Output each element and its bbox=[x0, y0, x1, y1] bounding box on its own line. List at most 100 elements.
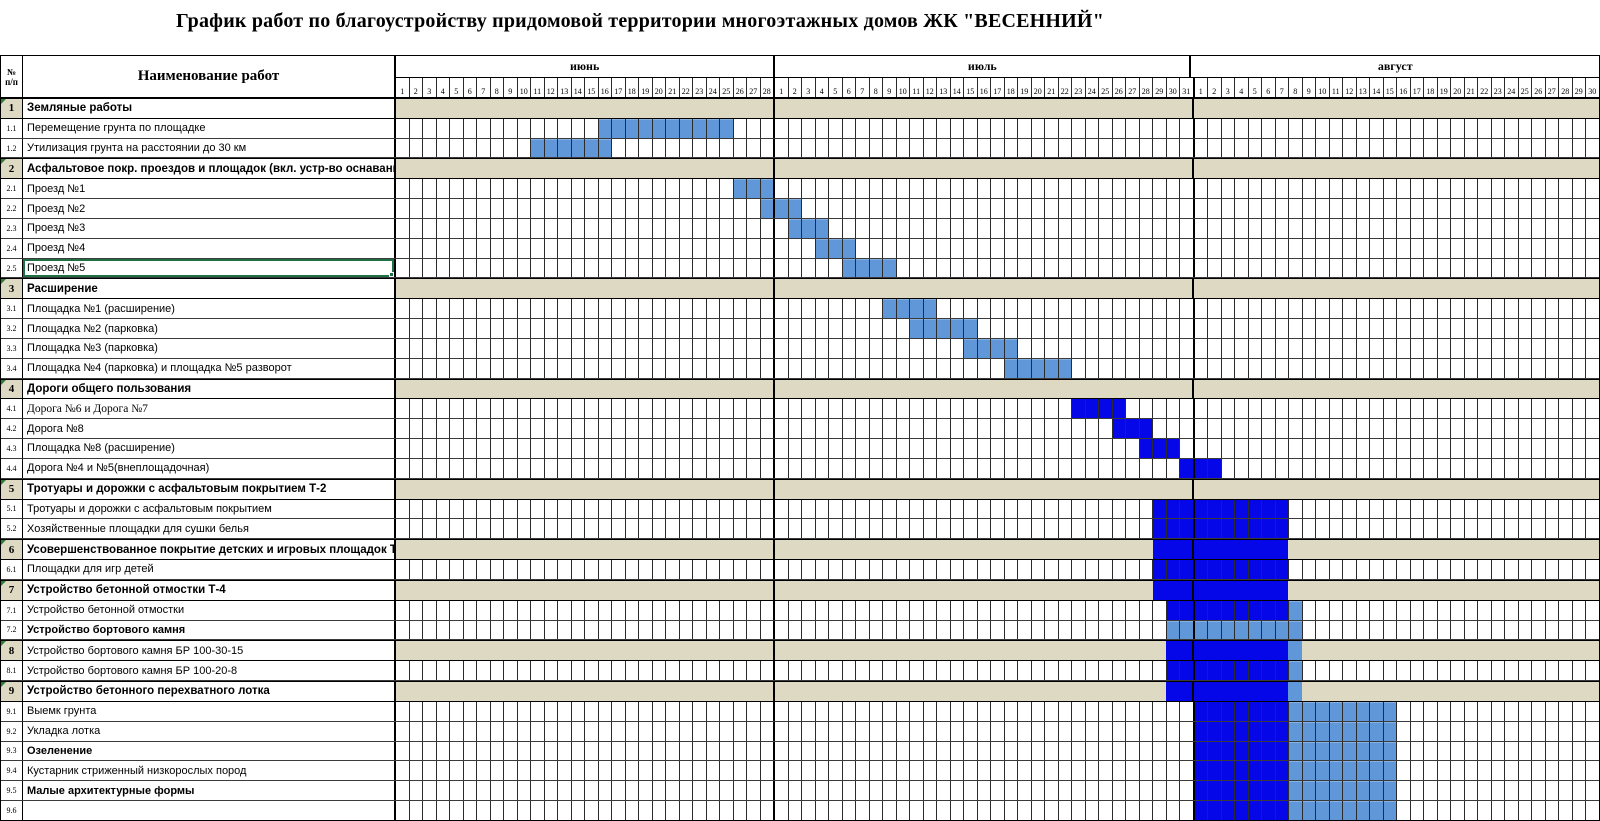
day-cell[interactable] bbox=[1546, 781, 1559, 800]
day-cell[interactable] bbox=[870, 399, 883, 419]
day-cell[interactable] bbox=[883, 118, 897, 138]
day-cell[interactable] bbox=[1519, 560, 1532, 579]
day-cell[interactable] bbox=[1140, 138, 1153, 158]
day-cell[interactable] bbox=[1465, 419, 1478, 439]
day-cell[interactable] bbox=[1384, 620, 1397, 640]
day-cell[interactable] bbox=[572, 600, 585, 620]
day-cell[interactable] bbox=[1099, 419, 1113, 439]
day-header-cell[interactable]: 20 bbox=[1032, 78, 1045, 97]
day-cell[interactable] bbox=[816, 499, 829, 519]
day-cell[interactable] bbox=[1099, 118, 1113, 138]
day-cell[interactable] bbox=[1424, 620, 1438, 640]
day-cell[interactable] bbox=[978, 661, 991, 681]
day-cell[interactable] bbox=[761, 661, 775, 681]
day-cell[interactable] bbox=[1586, 742, 1599, 761]
day-cell[interactable] bbox=[464, 199, 477, 218]
day-cell[interactable] bbox=[1195, 358, 1208, 378]
day-cell[interactable] bbox=[1140, 761, 1153, 781]
day-cell[interactable] bbox=[843, 761, 856, 781]
day-cell[interactable] bbox=[1451, 761, 1465, 781]
day-cell[interactable] bbox=[558, 661, 572, 681]
day-cell[interactable] bbox=[924, 800, 937, 820]
day-cell[interactable] bbox=[1465, 358, 1478, 378]
day-cell[interactable] bbox=[1573, 661, 1586, 681]
day-cell[interactable] bbox=[775, 218, 789, 238]
day-cell[interactable] bbox=[423, 338, 437, 358]
day-cell[interactable] bbox=[1045, 319, 1059, 338]
day-cell[interactable] bbox=[978, 600, 991, 620]
day-cell[interactable] bbox=[1032, 338, 1045, 358]
day-cell[interactable] bbox=[464, 118, 477, 138]
day-cell[interactable] bbox=[693, 519, 707, 539]
day-cell[interactable] bbox=[1086, 238, 1099, 258]
day-cell[interactable] bbox=[829, 560, 843, 579]
day-cell[interactable] bbox=[1559, 358, 1573, 378]
day-cell[interactable] bbox=[924, 199, 937, 218]
day-cell[interactable] bbox=[883, 519, 897, 539]
day-cell[interactable] bbox=[1559, 761, 1573, 781]
day-cell[interactable] bbox=[991, 319, 1005, 338]
day-cell[interactable] bbox=[423, 741, 437, 761]
day-cell[interactable] bbox=[410, 458, 423, 478]
day-cell[interactable] bbox=[1492, 238, 1505, 258]
day-cell[interactable] bbox=[964, 701, 978, 721]
day-cell[interactable] bbox=[423, 701, 437, 721]
day-cell[interactable] bbox=[1113, 199, 1126, 218]
day-header-cell[interactable]: 29 bbox=[1153, 78, 1167, 97]
day-cell[interactable] bbox=[720, 419, 734, 439]
day-cell[interactable] bbox=[802, 519, 816, 539]
day-cell[interactable] bbox=[1559, 439, 1573, 458]
day-cell[interactable] bbox=[653, 721, 666, 741]
day-cell[interactable] bbox=[1316, 701, 1330, 721]
day-cell[interactable] bbox=[1492, 781, 1505, 800]
day-header-cell[interactable]: 9 bbox=[883, 78, 897, 97]
section-name-cell[interactable]: Устройство бетонного перехватного лотка bbox=[23, 682, 396, 701]
day-header-cell[interactable]: 5 bbox=[450, 78, 464, 97]
day-cell[interactable] bbox=[612, 118, 626, 138]
day-cell[interactable] bbox=[653, 419, 666, 439]
day-cell[interactable] bbox=[1424, 199, 1438, 218]
day-cell[interactable] bbox=[423, 299, 437, 319]
day-cell[interactable] bbox=[558, 499, 572, 519]
day-cell[interactable] bbox=[843, 299, 856, 319]
day-cell[interactable] bbox=[734, 741, 747, 761]
day-cell[interactable] bbox=[1086, 338, 1099, 358]
day-cell[interactable] bbox=[1424, 600, 1438, 620]
day-cell[interactable] bbox=[910, 519, 924, 539]
day-header-cell[interactable]: 30 bbox=[1588, 87, 1597, 96]
day-cell[interactable] bbox=[707, 399, 720, 419]
day-cell[interactable] bbox=[1357, 338, 1370, 358]
day-cell[interactable] bbox=[1275, 800, 1289, 820]
day-cell[interactable] bbox=[991, 721, 1005, 741]
day-cell[interactable] bbox=[572, 800, 585, 820]
day-cell[interactable] bbox=[1262, 620, 1276, 640]
day-cell[interactable] bbox=[1195, 338, 1208, 358]
day-cell[interactable] bbox=[1045, 258, 1059, 278]
day-cell[interactable] bbox=[802, 701, 816, 721]
day-header-cell[interactable]: 19 bbox=[1018, 78, 1032, 97]
day-cell[interactable] bbox=[464, 560, 477, 579]
day-cell[interactable] bbox=[1316, 218, 1330, 238]
day-cell[interactable] bbox=[1262, 319, 1276, 338]
day-cell[interactable] bbox=[951, 800, 964, 820]
day-cell[interactable] bbox=[1411, 319, 1424, 338]
day-cell[interactable] bbox=[1208, 179, 1222, 199]
day-cell[interactable] bbox=[870, 560, 883, 579]
day-cell[interactable] bbox=[707, 761, 720, 781]
day-cell[interactable] bbox=[666, 258, 680, 278]
day-cell[interactable] bbox=[680, 179, 693, 199]
day-cell[interactable] bbox=[856, 741, 870, 761]
day-cell[interactable] bbox=[707, 620, 720, 640]
day-header-cell[interactable]: 19 bbox=[1438, 78, 1451, 97]
day-cell[interactable] bbox=[1303, 439, 1316, 458]
day-cell[interactable] bbox=[883, 721, 897, 741]
day-cell[interactable] bbox=[1451, 319, 1465, 338]
day-cell[interactable] bbox=[720, 600, 734, 620]
day-cell[interactable] bbox=[883, 761, 897, 781]
day-cell[interactable] bbox=[1519, 800, 1532, 820]
day-cell[interactable] bbox=[572, 319, 585, 338]
day-cell[interactable] bbox=[1140, 560, 1153, 579]
day-cell[interactable] bbox=[1140, 499, 1153, 519]
day-cell[interactable] bbox=[693, 238, 707, 258]
day-cell[interactable] bbox=[1397, 358, 1411, 378]
